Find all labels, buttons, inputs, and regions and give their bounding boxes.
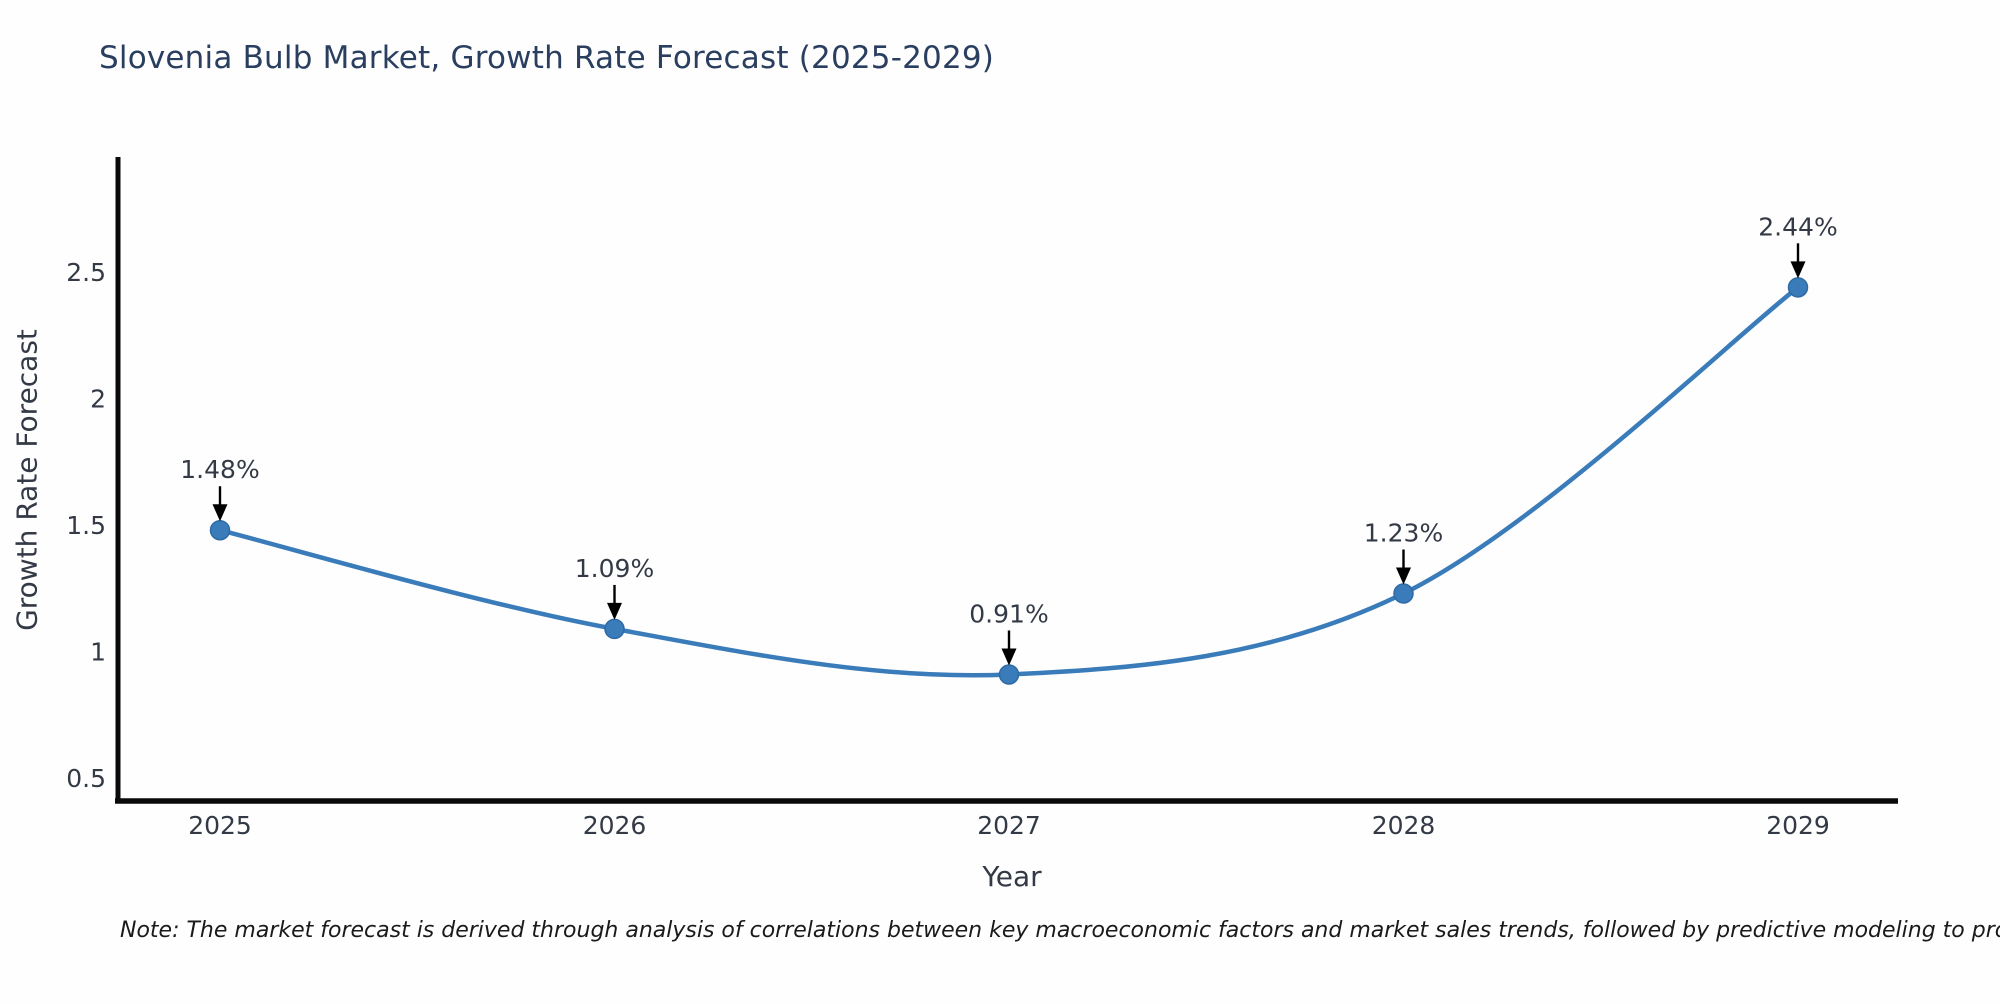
x-tick-label: 2025 — [188, 811, 252, 840]
chart-title: Slovenia Bulb Market, Growth Rate Foreca… — [99, 40, 995, 76]
footnote: Note: The market forecast is derived thr… — [120, 918, 2000, 943]
x-tick-label: 2028 — [1372, 811, 1436, 840]
annotation-arrow-head — [1001, 648, 1017, 666]
data-point-marker — [209, 519, 231, 541]
data-point-label: 1.09% — [575, 554, 654, 583]
data-point-label: 0.91% — [969, 599, 1048, 628]
y-tick-label: 2.5 — [66, 258, 106, 287]
data-point-marker — [604, 618, 625, 640]
y-tick-label: 1 — [90, 638, 106, 667]
data-point-label: 2.44% — [1758, 212, 1837, 241]
annotation-arrow-head — [212, 504, 228, 522]
x-tick-label: 2026 — [583, 811, 647, 840]
y-tick-label: 0.5 — [66, 764, 106, 793]
y-tick-label: 2 — [90, 385, 106, 414]
data-point-marker — [1393, 583, 1414, 604]
x-axis-title: Year — [982, 860, 1042, 893]
y-tick-label: 1.5 — [66, 511, 106, 540]
annotation-arrow-head — [1396, 567, 1411, 585]
x-tick-label: 2029 — [1766, 811, 1830, 840]
x-tick-label: 2027 — [977, 811, 1041, 840]
annotation-arrow-head — [607, 602, 622, 620]
annotation-arrow-head — [1790, 261, 1806, 279]
data-point-marker — [998, 664, 1020, 685]
data-point-marker — [1787, 277, 1809, 298]
y-axis-title: Growth Rate Forecast — [10, 329, 44, 631]
data-point-label: 1.23% — [1364, 519, 1443, 548]
data-point-label: 1.48% — [180, 455, 259, 484]
